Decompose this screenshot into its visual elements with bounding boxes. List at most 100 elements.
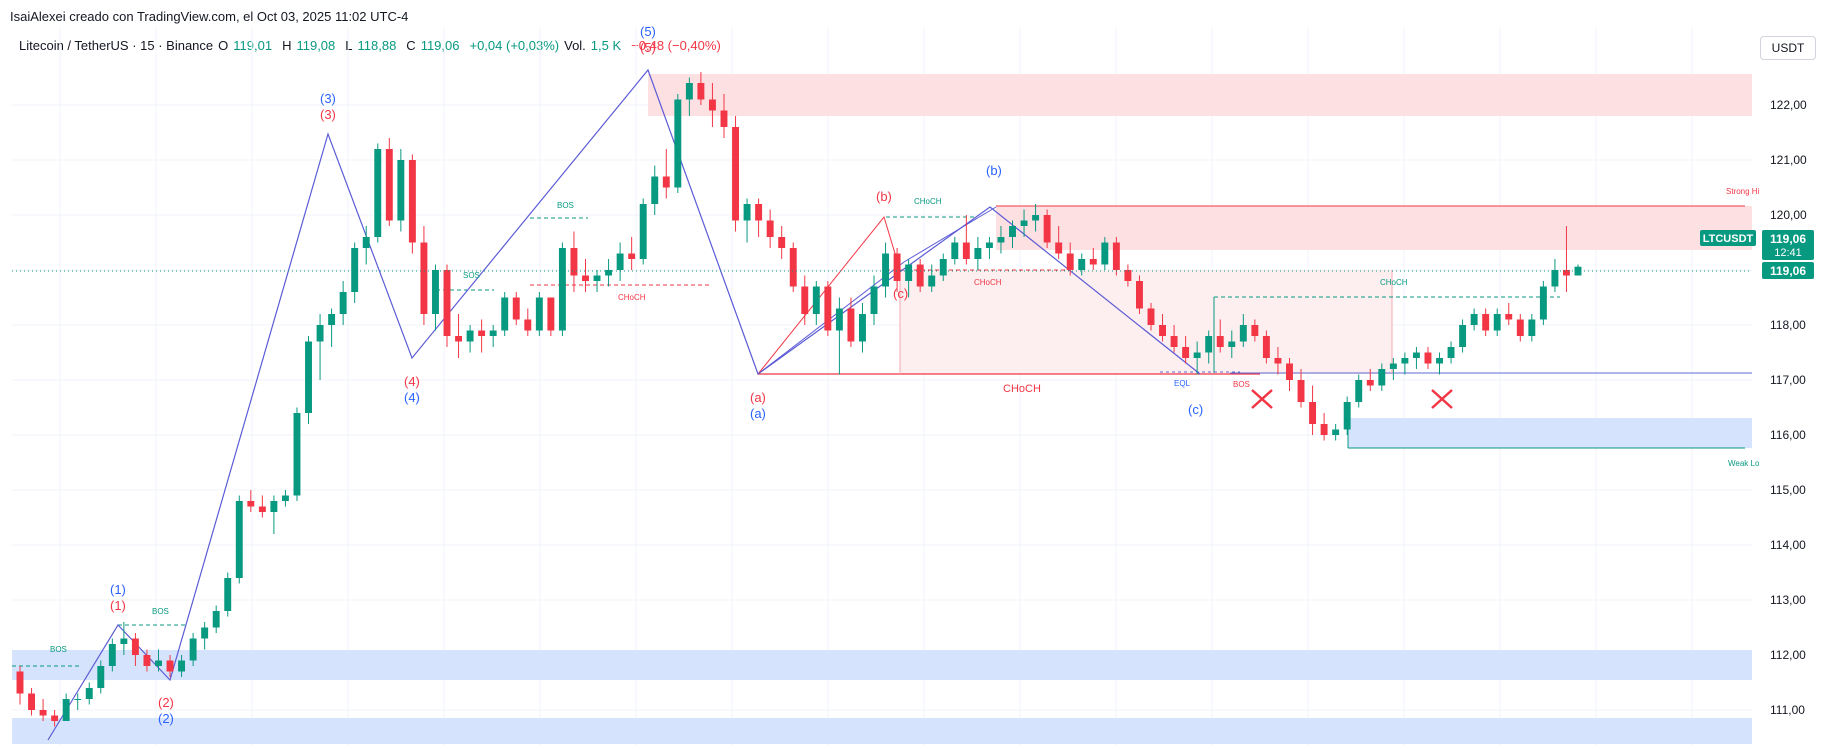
candle-body <box>732 127 739 221</box>
volume-change: −0,48 (−0,40%) <box>631 38 721 53</box>
candle-body <box>1493 314 1501 331</box>
candle-body <box>1274 358 1282 364</box>
candle <box>1193 341 1201 375</box>
bos-label-2: BOS <box>152 607 169 616</box>
candle-body <box>835 308 843 331</box>
candle-body <box>593 275 601 281</box>
candle <box>547 297 555 336</box>
candle <box>593 270 601 292</box>
candle-body <box>674 99 682 188</box>
candle <box>362 226 370 265</box>
wave-b-blue-label: (b) <box>986 163 1002 178</box>
candle <box>74 693 82 710</box>
candle <box>374 143 382 243</box>
candle <box>1332 424 1340 441</box>
candle <box>131 633 139 666</box>
candle-body <box>1459 325 1467 347</box>
candle <box>16 666 24 705</box>
high-label: H <box>282 38 292 53</box>
cross-mark-2 <box>1431 389 1453 409</box>
candle <box>616 242 624 281</box>
candle <box>1470 308 1478 331</box>
candle <box>582 259 589 292</box>
candle <box>801 275 809 325</box>
candle-body <box>1020 220 1028 226</box>
candle-body <box>1378 369 1386 386</box>
wave-a-red-label: (a) <box>750 390 766 405</box>
candle-body <box>85 688 93 699</box>
candle-body <box>558 248 566 331</box>
candle-body <box>582 275 589 281</box>
candle <box>1078 253 1086 276</box>
candle-body <box>328 314 336 325</box>
candle <box>316 314 324 380</box>
candle <box>1562 226 1570 292</box>
candle-body <box>1309 402 1317 424</box>
candle-body <box>1355 380 1363 402</box>
last-price-badge: 119,06 12:41 <box>1762 230 1814 260</box>
candle <box>1378 363 1386 391</box>
candle <box>605 259 613 287</box>
candle-body <box>166 660 174 672</box>
candle <box>120 622 128 655</box>
candle-body <box>39 710 47 716</box>
candle-body <box>1055 242 1063 254</box>
price-tick-label: 111,00 <box>1770 703 1805 717</box>
candle <box>1389 358 1397 380</box>
candle <box>743 198 751 243</box>
candle <box>1159 314 1166 342</box>
candle-body <box>1216 336 1224 347</box>
price-axis[interactable]: 122,00121,00120,00119,00118,00117,00116,… <box>1770 98 1807 717</box>
choch-label-3: CHoCH <box>974 278 1002 287</box>
demand-zone-mid <box>12 650 1752 680</box>
candle <box>155 649 162 672</box>
currency-button[interactable]: USDT <box>1760 36 1816 60</box>
bos-label-3: BOS <box>557 201 574 210</box>
candle <box>1309 385 1317 435</box>
wave-c-red-label: (c) <box>893 286 908 301</box>
candle-body <box>258 506 266 512</box>
candle-body <box>247 501 255 507</box>
candle-body <box>1009 226 1016 237</box>
candle-body <box>859 314 866 342</box>
candle <box>189 633 197 666</box>
candle-body <box>951 242 959 259</box>
candle-body <box>743 204 751 221</box>
candle <box>1297 369 1305 408</box>
candle-body <box>385 149 393 221</box>
price-tick-label: 118,00 <box>1770 318 1806 332</box>
candle-body <box>1389 363 1397 369</box>
candle <box>1493 308 1501 336</box>
candle-body <box>1043 215 1051 243</box>
candle <box>178 655 186 677</box>
candle-body <box>1436 358 1443 364</box>
candle-body <box>847 308 855 342</box>
candle <box>512 292 520 325</box>
candle-body <box>74 699 82 700</box>
candle-body <box>189 638 197 661</box>
candle <box>432 264 439 331</box>
candle-body <box>28 693 36 710</box>
supply-zone-top <box>648 74 1752 116</box>
candle-body <box>1505 314 1513 320</box>
symbol-description[interactable]: Litecoin / TetherUS · 15 · Binance <box>19 38 214 53</box>
choch-label-1: CHoCH <box>618 293 646 302</box>
open-label: O <box>218 38 229 53</box>
candle-body <box>224 578 232 611</box>
candle-body <box>570 248 578 276</box>
candle <box>258 495 266 518</box>
candle-body <box>893 253 901 281</box>
candle <box>928 264 936 292</box>
candle <box>720 94 728 138</box>
candle <box>1043 209 1051 248</box>
wave-2-blue-label: (2) <box>158 711 174 726</box>
candle <box>1205 330 1213 364</box>
price-tick-label: 113,00 <box>1770 593 1806 607</box>
demand-zone-right <box>1348 418 1752 448</box>
candle-body <box>143 655 151 666</box>
candle-body <box>478 330 486 336</box>
candle-body <box>443 270 451 336</box>
candle-body <box>1412 352 1420 358</box>
candle-body <box>316 325 324 342</box>
